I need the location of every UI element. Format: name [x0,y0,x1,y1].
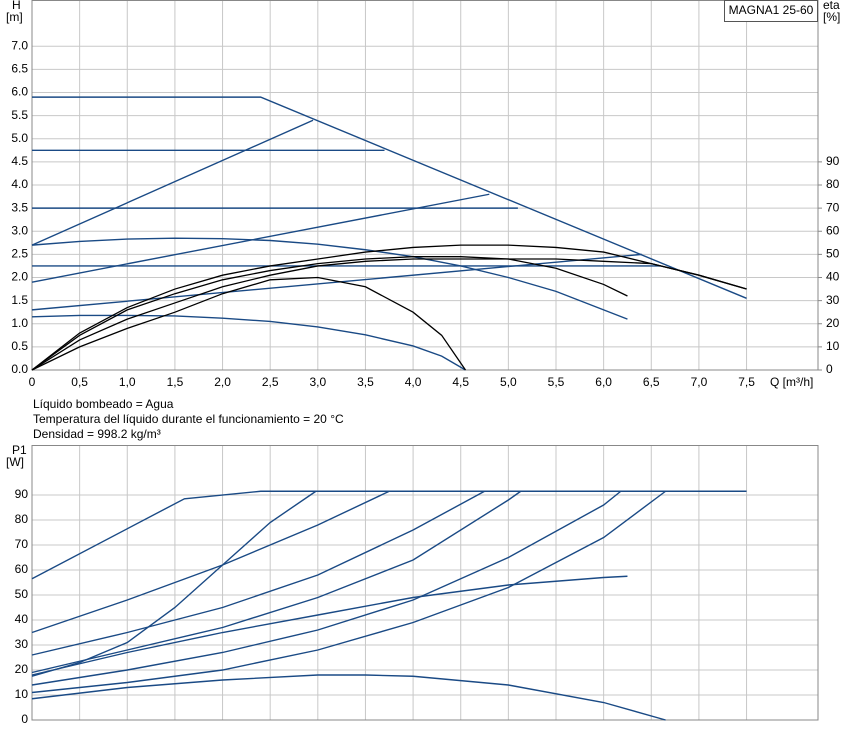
x-tick-label: 4,5 [452,375,469,389]
curve [31,490,747,580]
y2-tick-label: 0 [826,362,833,376]
curve [31,490,622,686]
curve [31,276,467,371]
x-tick-label: 5,0 [500,375,517,389]
y-tick-label: 0.0 [11,362,28,376]
y-tick-label: 4.0 [11,177,28,191]
y-tick-label: 6.0 [11,85,28,99]
y-axis-unit: [m] [6,10,23,24]
annotation: Líquido bombeado = Agua [33,397,174,411]
curve [31,490,522,674]
x-tick-label: 0 [29,375,36,389]
x-tick-label: 4,0 [405,375,422,389]
curve [31,193,490,283]
curve [31,575,628,676]
y-tick-label: 0.5 [11,339,28,353]
y2-tick-label: 40 [826,270,840,284]
curve [31,490,390,634]
plot-frame [31,445,819,721]
curve [31,490,485,656]
annotation: Temperatura del líquido durante el funci… [33,412,344,426]
y-tick-label: 3.0 [11,223,28,237]
curve [31,256,628,371]
y-tick-label: 1.0 [11,316,28,330]
chart-title: MAGNA1 25-60 [729,3,814,17]
y2-axis-unit: [%] [823,10,840,24]
y2-tick-label: 80 [826,177,840,191]
y-tick-label: 30 [15,637,29,651]
y2-tick-label: 70 [826,200,840,214]
x-tick-label: 3,0 [309,375,326,389]
y-tick-label: 4.5 [11,154,28,168]
y-axis-label: H [12,0,21,12]
x-tick-label: 6,5 [643,375,660,389]
y-tick-label: 1.5 [11,293,28,307]
y2-tick-label: 10 [826,339,840,353]
x-tick-label: 7,5 [738,375,755,389]
curve [31,244,747,371]
x-tick-label: 5,5 [548,375,565,389]
y2-tick-label: 50 [826,247,840,261]
x-axis-label: Q [m³/h] [770,375,813,389]
y-axis-unit: [W] [6,455,24,469]
y2-tick-label: 90 [826,154,840,168]
curve [31,490,666,694]
y2-tick-label: 60 [826,223,840,237]
y-tick-label: 90 [15,487,29,501]
y-tick-label: 60 [15,562,29,576]
y-tick-label: 3.5 [11,200,28,214]
plot-frame [31,0,819,371]
title-box [724,0,818,22]
y-tick-label: 10 [15,687,29,701]
x-tick-label: 3,5 [357,375,374,389]
curve [31,674,666,721]
curve [32,96,747,299]
y-tick-label: 5.0 [11,131,28,145]
y-tick-label: 7.0 [11,38,28,52]
y-tick-label: 80 [15,512,29,526]
y-tick-label: 70 [15,537,29,551]
curve [31,490,317,677]
y-axis-label: P1 [12,443,27,457]
x-tick-label: 1,5 [167,375,184,389]
y-tick-label: 0 [21,712,28,726]
y-tick-label: 50 [15,587,29,601]
x-tick-label: 7,0 [691,375,708,389]
y-tick-label: 40 [15,612,29,626]
x-tick-label: 6,0 [595,375,612,389]
y2-tick-label: 30 [826,293,840,307]
y-tick-label: 20 [15,662,29,676]
y-tick-label: 2.0 [11,270,28,284]
y-tick-label: 2.5 [11,247,28,261]
x-tick-label: 2,0 [214,375,231,389]
y2-tick-label: 20 [826,316,840,330]
y-tick-label: 6.5 [11,62,28,76]
curve [31,253,642,311]
x-tick-label: 0,5 [71,375,88,389]
curve [31,258,747,371]
x-tick-label: 1,0 [119,375,136,389]
y2-axis-label: eta [823,0,840,12]
curve [31,237,628,320]
curve [31,119,314,246]
annotation: Densidad = 998.2 kg/m³ [33,427,161,441]
x-tick-label: 2,5 [262,375,279,389]
y-tick-label: 5.5 [11,108,28,122]
